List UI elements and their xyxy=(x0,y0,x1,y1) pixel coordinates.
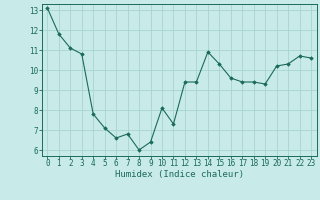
X-axis label: Humidex (Indice chaleur): Humidex (Indice chaleur) xyxy=(115,170,244,179)
